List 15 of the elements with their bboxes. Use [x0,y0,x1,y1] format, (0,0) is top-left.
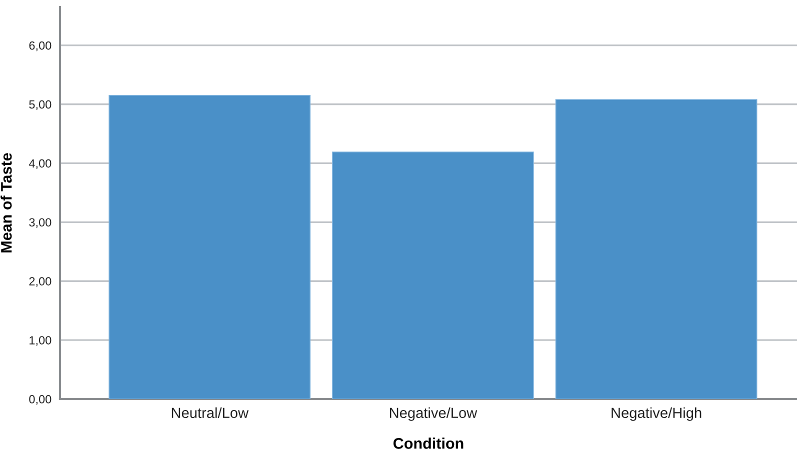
y-tick-label: 5,00 [29,100,52,110]
y-tick-label: 3,00 [29,218,52,228]
x-tick-label: Negative/High [612,407,702,421]
x-tick-label: Neutral/Low [172,407,249,418]
y-tick-label: 0,00 [29,395,52,405]
x-tick-label: Negative/Low [390,407,478,421]
bar [108,95,311,399]
y-tick-label: 6,00 [29,41,52,52]
y-tick-label: 1,00 [30,336,52,346]
y-tick-label: 4,00 [28,159,52,169]
bar [332,152,534,399]
y-tick-label: 2,00 [29,277,52,287]
y-axis-title: Mean of Taste [0,153,12,252]
x-axis-title: Condition [393,438,464,449]
bar [555,99,758,399]
